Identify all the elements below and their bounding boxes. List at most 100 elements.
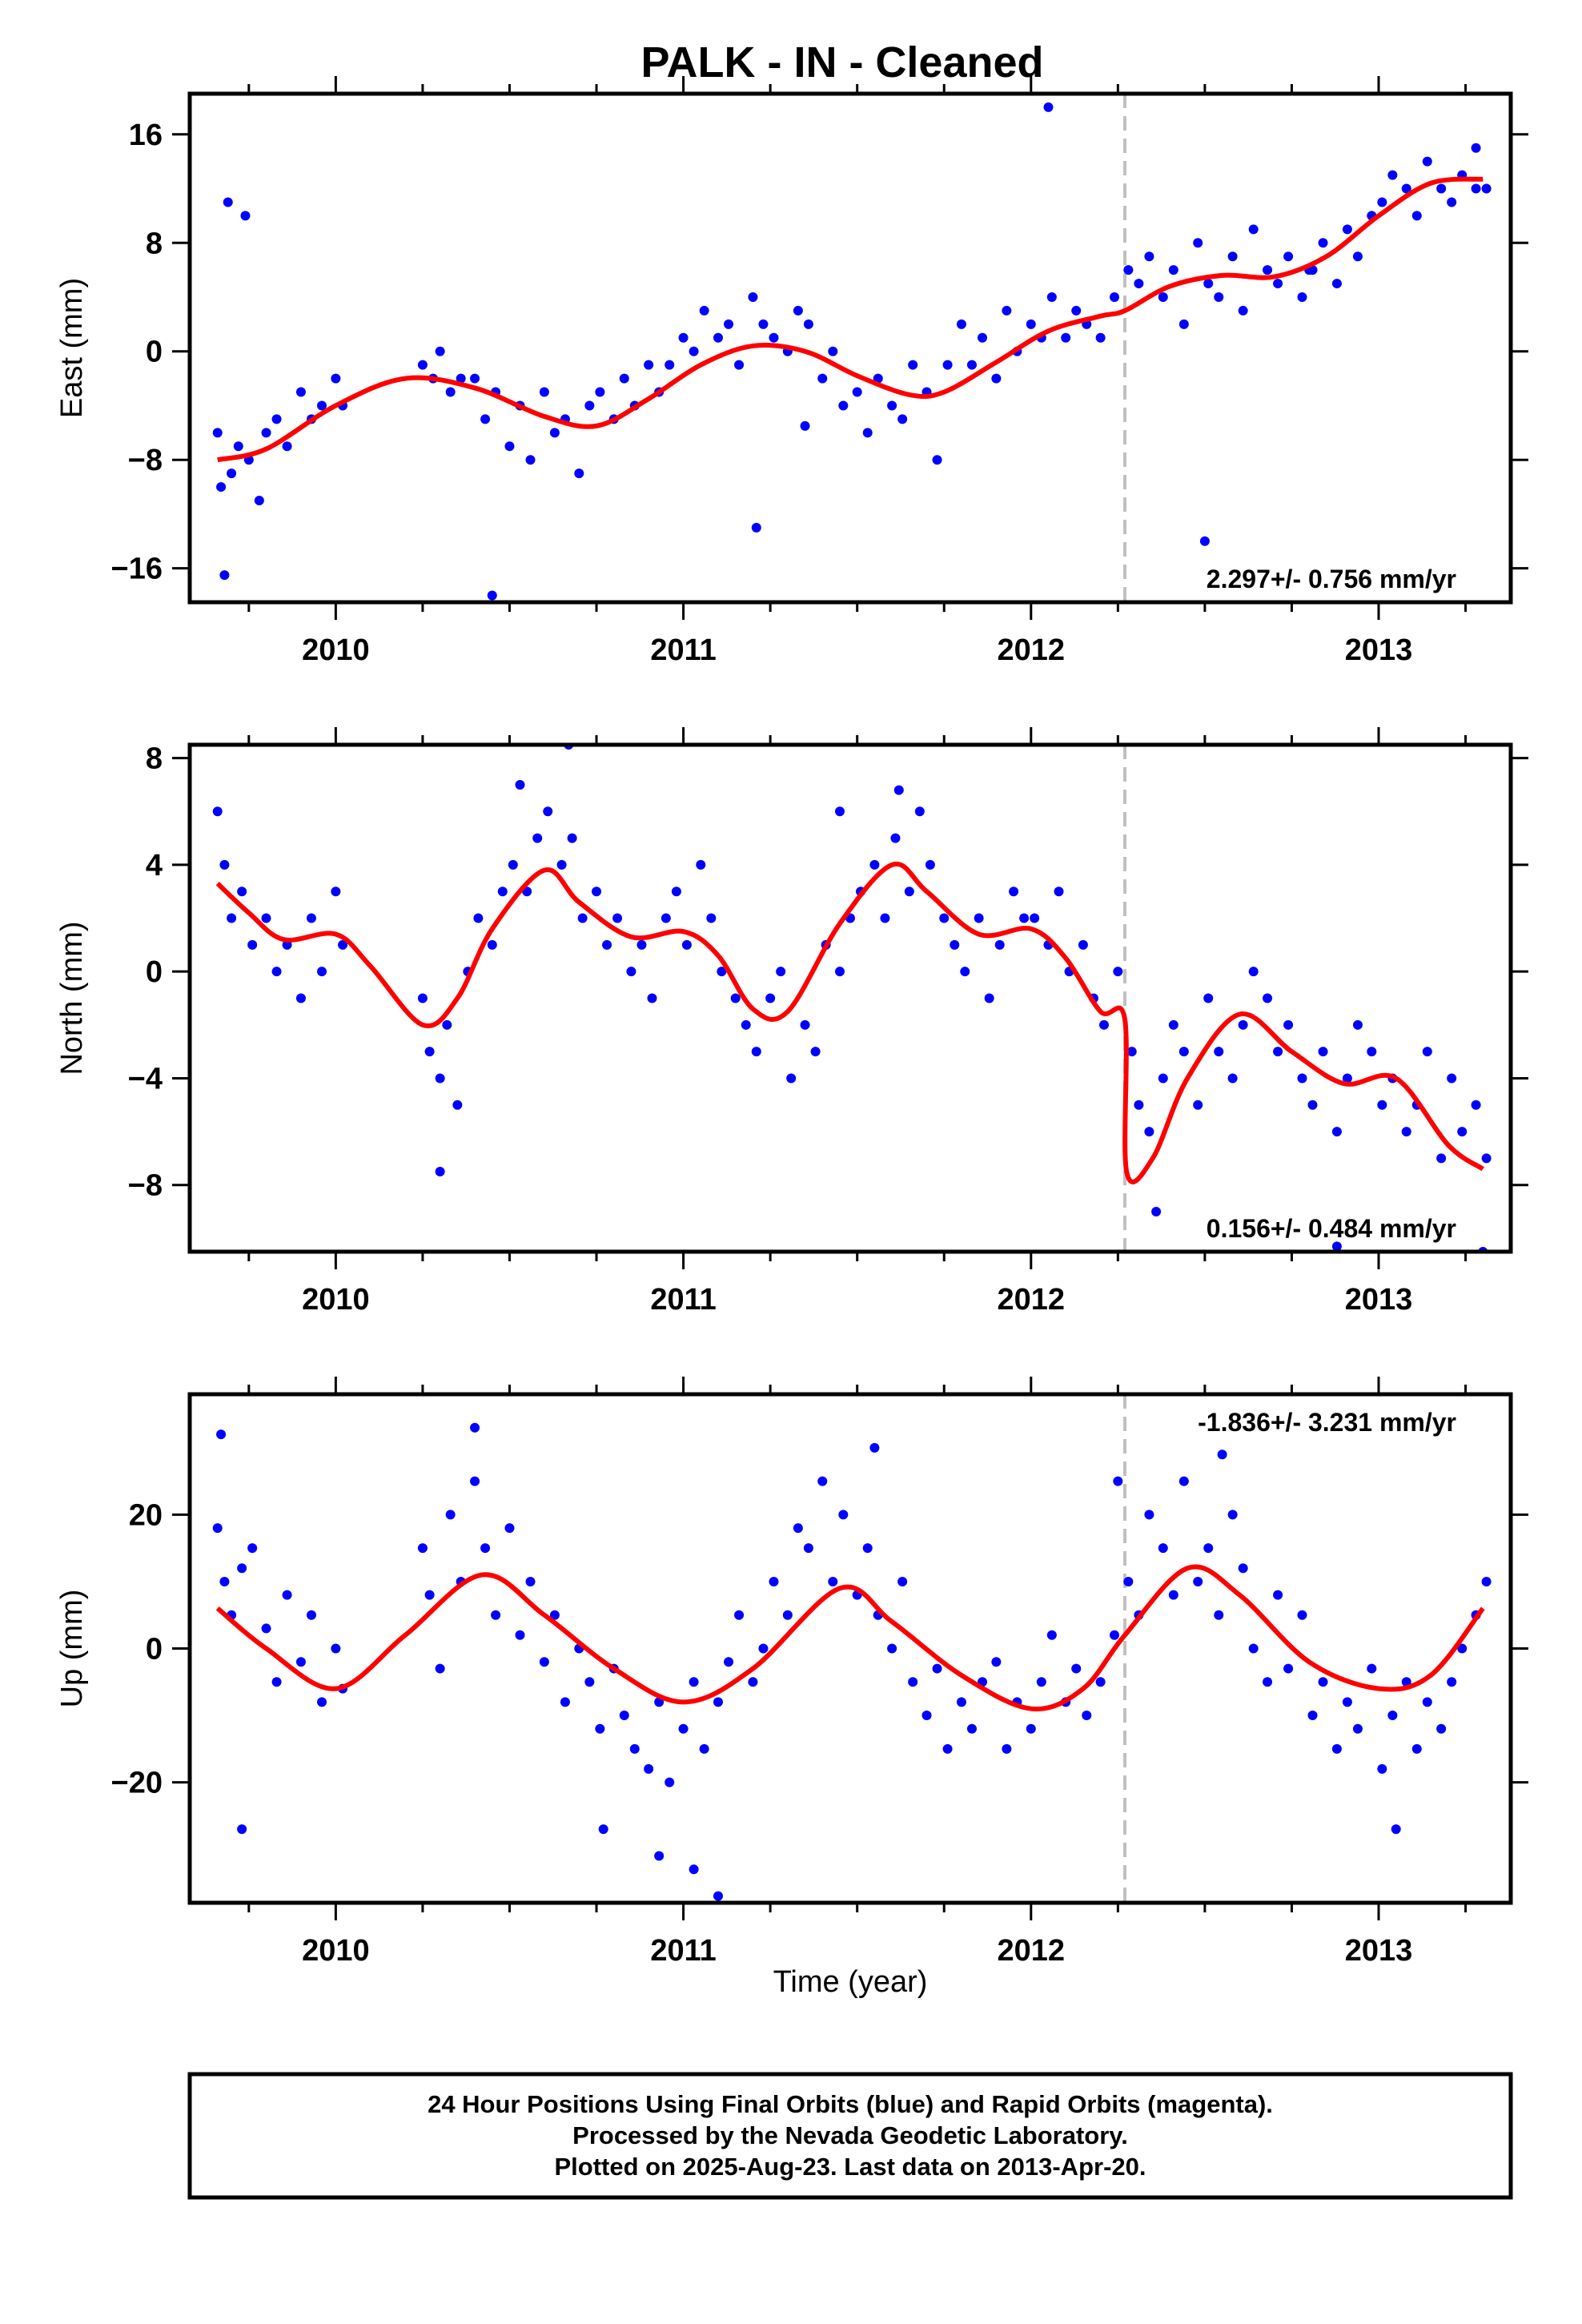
y-axis-label: Up (mm) (55, 1590, 89, 1708)
data-point (452, 1100, 463, 1110)
data-point (1352, 1019, 1363, 1030)
data-point (942, 360, 953, 370)
data-point (1411, 211, 1422, 221)
data-point (1168, 1590, 1178, 1600)
data-point (921, 1711, 932, 1721)
data-point (803, 1543, 813, 1554)
data-point (1217, 1449, 1227, 1460)
rate-label: 0.156+/- 0.484 mm/yr (1207, 1214, 1456, 1243)
data-point (769, 1576, 779, 1586)
data-point (1471, 1100, 1481, 1110)
data-point (956, 1697, 966, 1707)
data-point (925, 859, 935, 870)
plot-frame (187, 742, 1513, 1254)
data-point (978, 332, 987, 343)
data-point (1263, 1677, 1273, 1687)
data-point (567, 833, 577, 843)
data-point (1318, 238, 1328, 248)
data-point (1447, 1677, 1457, 1687)
data-point (1113, 967, 1123, 977)
y-tick-label: −20 (111, 1767, 163, 1800)
data-point (1297, 292, 1307, 302)
data-point (445, 387, 456, 397)
y-tick-label: 4 (146, 849, 163, 883)
data-point (689, 346, 699, 356)
data-point (828, 346, 838, 356)
data-point (584, 1677, 595, 1687)
data-point (1447, 1073, 1457, 1084)
data-point (1401, 1127, 1411, 1137)
data-point (1342, 1073, 1352, 1084)
data-point (261, 1623, 271, 1634)
data-point (1377, 1763, 1387, 1774)
data-point (1043, 102, 1054, 112)
data-point (237, 887, 247, 897)
data-point (1307, 1711, 1318, 1721)
data-point (932, 455, 942, 465)
data-point (435, 1167, 445, 1177)
y-tick-label: 0 (146, 955, 163, 989)
data-point (338, 939, 348, 950)
data-point (960, 967, 970, 977)
data-point (595, 1723, 605, 1734)
data-point (724, 1657, 734, 1667)
data-point (424, 1590, 435, 1600)
data-point (1457, 1643, 1468, 1654)
data-point (1342, 1697, 1352, 1707)
data-point (1002, 305, 1012, 316)
data-point (689, 1677, 699, 1687)
y-tick-label: 0 (146, 1633, 163, 1667)
data-point (497, 887, 508, 897)
x-tick-label: 2012 (998, 1283, 1066, 1317)
data-point (1071, 1663, 1082, 1674)
data-point (810, 1047, 821, 1057)
data-point (862, 1543, 873, 1554)
data-point (956, 319, 966, 329)
data-point (748, 292, 758, 302)
data-point (817, 373, 828, 384)
data-point (470, 1476, 480, 1486)
data-point (1168, 1019, 1178, 1030)
data-point (1387, 1711, 1398, 1721)
data-point (699, 305, 709, 316)
data-point (1134, 279, 1144, 289)
data-point (713, 1891, 723, 1901)
y-axis-label: North (mm) (55, 921, 89, 1075)
data-point (681, 939, 692, 950)
data-point (1422, 156, 1432, 167)
panel-north: 2010 2011 2012 2013 −8 −4 0 4 8 North (mm) 0.156+/… (55, 727, 1528, 1317)
data-point (800, 420, 810, 431)
data-point (974, 913, 984, 923)
data-point (782, 1610, 793, 1620)
data-point (1238, 305, 1248, 316)
data-point (473, 913, 484, 923)
data-point (1214, 1610, 1224, 1620)
data-point (800, 1019, 810, 1030)
data-point (984, 993, 994, 1003)
data-point (793, 305, 803, 316)
data-point (654, 1851, 665, 1861)
data-point (306, 1610, 316, 1620)
data-point (240, 211, 251, 221)
rate-label: -1.836+/- 3.231 mm/yr (1198, 1408, 1456, 1437)
data-point (219, 1576, 230, 1586)
data-point (908, 1677, 918, 1687)
data-point (1199, 536, 1210, 546)
plot-area (190, 94, 1511, 602)
data-point (1377, 1100, 1387, 1110)
data-point (1126, 1047, 1137, 1057)
plot-frame (187, 91, 1513, 605)
data-point (1158, 1543, 1168, 1554)
data-point (515, 1630, 525, 1640)
data-point (1273, 279, 1283, 289)
data-point (1002, 1743, 1012, 1754)
figure-title: PALK - IN - Cleaned (640, 38, 1043, 86)
data-point (331, 373, 341, 384)
data-point (1391, 1824, 1401, 1835)
data-point (216, 1429, 227, 1440)
data-point (549, 428, 560, 438)
data-point (237, 1824, 247, 1835)
data-point (758, 319, 769, 329)
data-point (295, 993, 306, 1003)
data-point (1098, 1019, 1109, 1030)
